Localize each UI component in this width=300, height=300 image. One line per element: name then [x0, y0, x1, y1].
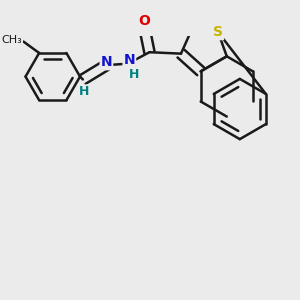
Text: H: H [79, 85, 89, 98]
Text: N: N [124, 53, 135, 67]
Text: CH₃: CH₃ [1, 35, 22, 45]
Text: H: H [129, 68, 140, 81]
Text: N: N [100, 55, 112, 69]
Text: S: S [213, 25, 223, 39]
Text: O: O [138, 14, 150, 28]
